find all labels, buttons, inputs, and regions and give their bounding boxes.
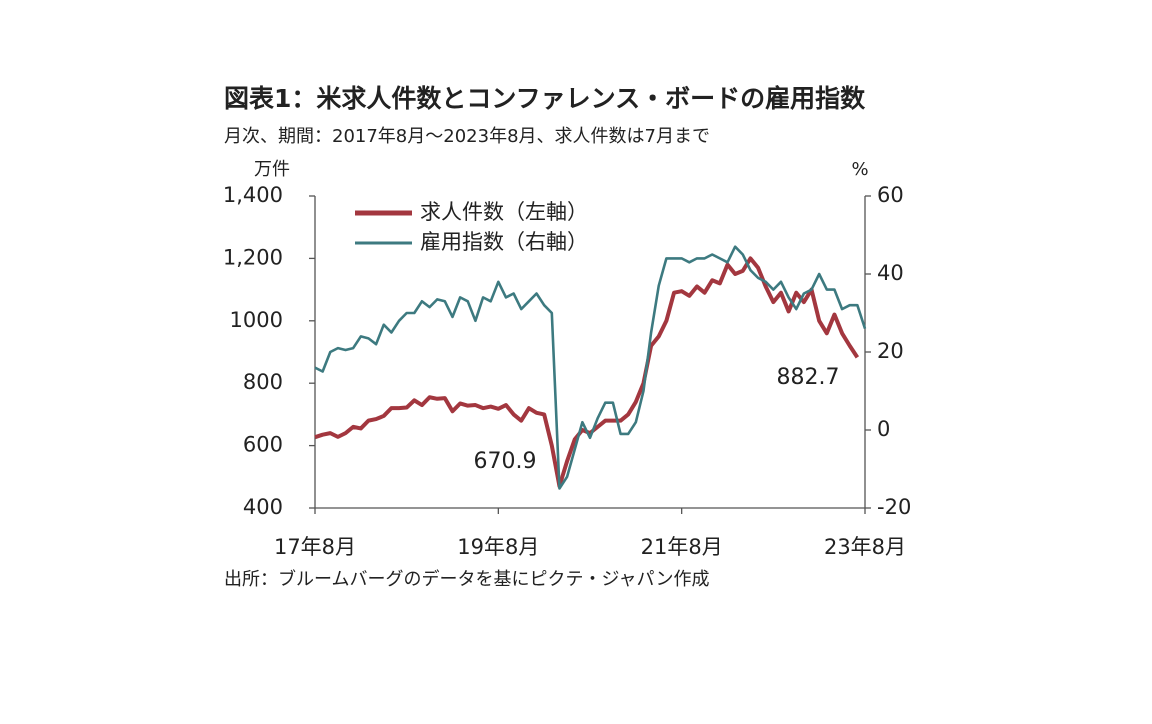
chart-title: 図表1：米求人件数とコンファレンス・ボードの雇用指数 [224, 84, 866, 113]
y-tick-label: 1,200 [223, 245, 283, 269]
x-tick-label: 23年8月 [824, 535, 906, 559]
chart-subtitle: 月次、期間：2017年8月～2023年8月、求人件数は7月まで [224, 126, 710, 147]
x-tick-label: 21年8月 [641, 535, 723, 559]
source-note: 出所：ブルームバーグのデータを基にピクテ・ジャパン作成 [224, 568, 709, 590]
y2-tick-label: 20 [877, 339, 904, 363]
x-tick-label: 19年8月 [457, 535, 539, 559]
y-axis-unit: 万件 [254, 159, 290, 180]
series-line [314, 245, 867, 490]
y2-tick-label: 40 [877, 261, 904, 285]
y-tick-label: 1,400 [223, 183, 283, 207]
y-tick-label: 400 [243, 495, 283, 519]
legend-label: 求人件数（左軸） [420, 200, 588, 224]
y2-tick-label: 60 [877, 183, 904, 207]
annotation: 882.7 [777, 365, 840, 390]
x-tick-label: 17年8月 [274, 535, 356, 559]
annotation: 670.9 [474, 449, 537, 474]
y-tick-label: 600 [243, 433, 283, 457]
y2-tick-label: -20 [877, 495, 911, 519]
y2-tick-label: 0 [877, 417, 890, 441]
legend-label: 雇用指数（右軸） [420, 230, 588, 254]
y2-axis-unit: % [851, 159, 868, 180]
y-tick-label: 1000 [230, 308, 283, 332]
y-tick-label: 800 [243, 370, 283, 394]
